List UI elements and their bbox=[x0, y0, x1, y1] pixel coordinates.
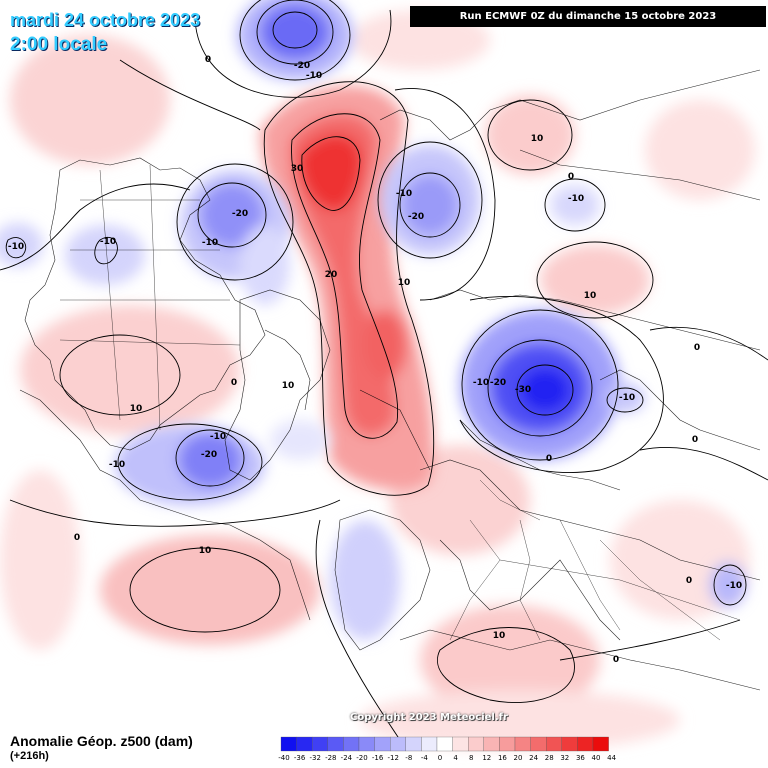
legend-tick-label: 28 bbox=[545, 754, 554, 762]
legend-swatch bbox=[405, 736, 422, 752]
contour-label: -10 bbox=[202, 238, 218, 248]
contour-label: -10 bbox=[619, 393, 635, 403]
legend-tick-label: 8 bbox=[469, 754, 473, 762]
contour-label: 0 bbox=[686, 576, 692, 586]
legend-tick-label: 24 bbox=[529, 754, 538, 762]
model-run-banner: Run ECMWF 0Z du dimanche 15 octobre 2023 bbox=[410, 6, 766, 27]
color-scale-legend: -40 -36 -32 -28 -24 -20 -16 -12 -8 -4 0 4 8 12 16 20 24 2… bbox=[278, 736, 617, 762]
legend-swatch bbox=[436, 736, 453, 752]
legend-swatch bbox=[483, 736, 500, 752]
contour-label: 10 bbox=[199, 546, 212, 556]
contour-label: -30 bbox=[515, 385, 531, 395]
legend-tick-label: 4 bbox=[453, 754, 458, 762]
contour-label: -20 bbox=[408, 212, 424, 222]
contour-label: 20 bbox=[325, 270, 338, 280]
legend-swatch bbox=[514, 736, 531, 752]
legend-tick-label: -40 bbox=[278, 754, 289, 762]
borders bbox=[59, 164, 741, 641]
legend-tick-label: 36 bbox=[576, 754, 585, 762]
legend-swatch bbox=[452, 736, 469, 752]
legend-swatch bbox=[546, 736, 562, 752]
legend-swatch bbox=[312, 736, 328, 752]
contour-label: -10 bbox=[8, 242, 24, 252]
contour-label: 0 bbox=[205, 55, 211, 65]
legend-tick-label: 32 bbox=[560, 754, 569, 762]
contour-label: -10 bbox=[210, 432, 226, 442]
contour-label: 10 bbox=[493, 631, 506, 641]
legend-tick-label: -12 bbox=[387, 754, 398, 762]
legend-swatch bbox=[390, 736, 406, 752]
contour-label: 10 bbox=[130, 404, 143, 414]
legend-tick-label: 20 bbox=[514, 754, 523, 762]
legend-swatch bbox=[343, 736, 360, 752]
contour-labels: -20-100302010-10-20100-1010-20-10-10-100… bbox=[8, 55, 742, 665]
contour-label: -10 bbox=[306, 71, 322, 81]
contour-label: 10 bbox=[531, 134, 544, 144]
contour-label: 10 bbox=[398, 278, 411, 288]
contour-label: -10 bbox=[396, 189, 412, 199]
legend-swatch bbox=[280, 736, 297, 752]
valid-time-title: 2:00 locale bbox=[10, 34, 108, 55]
contour-label: -20 bbox=[201, 450, 217, 460]
contour-label: 30 bbox=[291, 164, 304, 174]
contour-label: -20 bbox=[294, 61, 310, 71]
copyright-notice: Copyright 2023 Meteociel.fr bbox=[350, 712, 508, 723]
lead-time-label: (+216h) bbox=[10, 750, 49, 762]
coastlines bbox=[19, 69, 761, 691]
legend-tick-label: 0 bbox=[438, 754, 442, 762]
legend-swatch bbox=[421, 736, 438, 752]
legend-tick-label: 16 bbox=[498, 754, 507, 762]
contour-label: 0 bbox=[74, 533, 80, 543]
contour-label: -10 bbox=[568, 194, 584, 204]
contour-label: 0 bbox=[546, 454, 552, 464]
legend-tick-label: -8 bbox=[405, 754, 412, 762]
legend-swatch bbox=[577, 736, 594, 752]
contour-label: -10 bbox=[473, 378, 489, 388]
contour-label: 10 bbox=[282, 381, 295, 391]
contour-label: -20 bbox=[232, 209, 248, 219]
legend-swatch bbox=[592, 736, 609, 752]
valid-date-title: mardi 24 octobre 2023 bbox=[10, 10, 201, 30]
contour-label: 0 bbox=[694, 343, 700, 353]
contour-label: -10 bbox=[100, 237, 116, 247]
contour-lines bbox=[0, 0, 768, 741]
legend-tick-label: 40 bbox=[592, 754, 601, 762]
legend-tick-label: -32 bbox=[309, 754, 320, 762]
legend-tick-label: -36 bbox=[294, 754, 306, 762]
legend-swatch bbox=[327, 736, 344, 752]
legend-tick-label: -16 bbox=[372, 754, 384, 762]
contour-label: -10 bbox=[109, 460, 125, 470]
legend-swatch bbox=[530, 736, 547, 752]
legend-swatch bbox=[296, 736, 313, 752]
legend-tick-label: -20 bbox=[356, 754, 367, 762]
legend-swatch bbox=[561, 736, 578, 752]
legend-tick-label: -28 bbox=[325, 754, 336, 762]
contour-label: -10 bbox=[726, 581, 742, 591]
legend-tick-label: 12 bbox=[482, 754, 491, 762]
contour-label: 0 bbox=[613, 655, 619, 665]
legend-tick-label: -4 bbox=[421, 754, 429, 762]
legend-swatch bbox=[499, 736, 516, 752]
legend-tick-label: 44 bbox=[607, 754, 616, 762]
anomaly-shading bbox=[0, 0, 755, 750]
legend-swatch bbox=[358, 736, 375, 752]
contour-label: 0 bbox=[231, 378, 237, 388]
legend-swatch bbox=[468, 736, 484, 752]
legend-tick-label: -24 bbox=[341, 754, 353, 762]
contour-label: 10 bbox=[584, 291, 597, 301]
contour-label: 0 bbox=[568, 172, 574, 182]
contour-label: 0 bbox=[692, 435, 698, 445]
legend-swatch bbox=[374, 736, 391, 752]
contour-label: -20 bbox=[490, 378, 506, 388]
field-name-label: Anomalie Géop. z500 (dam) bbox=[10, 733, 193, 749]
